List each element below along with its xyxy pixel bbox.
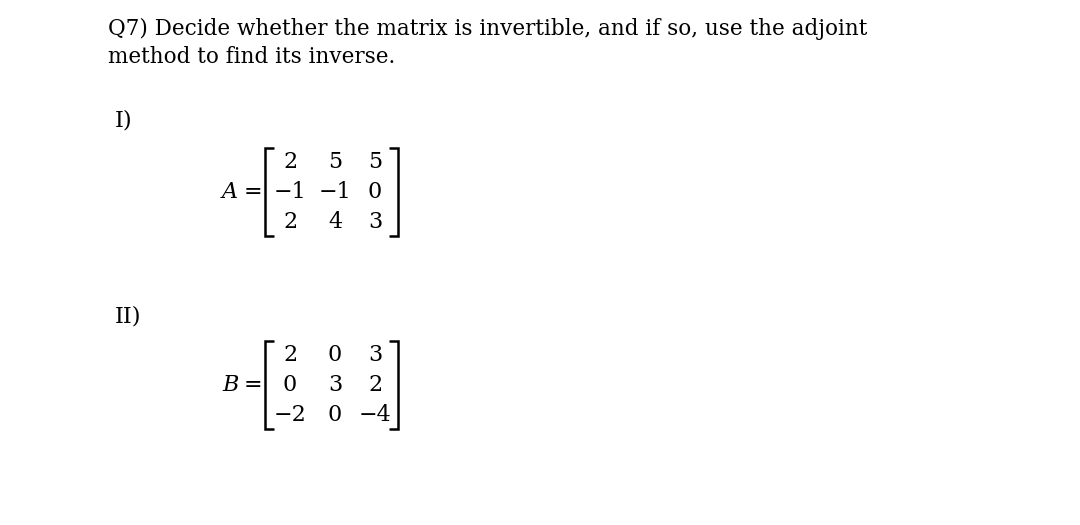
Text: 0: 0 xyxy=(368,181,382,203)
Text: 2: 2 xyxy=(283,344,297,366)
Text: 2: 2 xyxy=(283,151,297,173)
Text: 2: 2 xyxy=(283,211,297,233)
Text: 2: 2 xyxy=(368,374,382,396)
Text: 5: 5 xyxy=(368,151,382,173)
Text: −2: −2 xyxy=(273,404,307,426)
Text: =: = xyxy=(244,181,262,203)
Text: Q7) Decide whether the matrix is invertible, and if so, use the adjoint: Q7) Decide whether the matrix is inverti… xyxy=(108,18,867,40)
Text: =: = xyxy=(244,374,262,396)
Text: 4: 4 xyxy=(328,211,342,233)
Text: 0: 0 xyxy=(283,374,297,396)
Text: 5: 5 xyxy=(328,151,342,173)
Text: 3: 3 xyxy=(368,211,382,233)
Text: −4: −4 xyxy=(359,404,391,426)
Text: −1: −1 xyxy=(273,181,307,203)
Text: II): II) xyxy=(114,305,141,327)
Text: A: A xyxy=(222,181,238,203)
Text: 0: 0 xyxy=(328,344,342,366)
Text: B: B xyxy=(222,374,239,396)
Text: 0: 0 xyxy=(328,404,342,426)
Text: 3: 3 xyxy=(328,374,342,396)
Text: −1: −1 xyxy=(319,181,351,203)
Text: 3: 3 xyxy=(368,344,382,366)
Text: I): I) xyxy=(114,110,133,132)
Text: method to find its inverse.: method to find its inverse. xyxy=(108,46,395,68)
